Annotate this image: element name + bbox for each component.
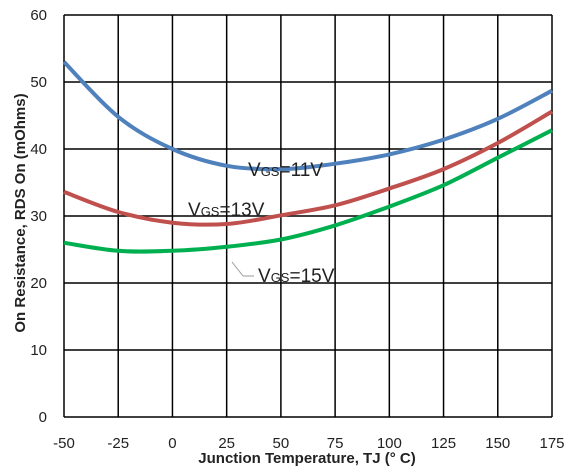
y-tick-label: 10 [30, 342, 47, 359]
y-tick-label: 20 [30, 275, 47, 292]
series-label-vgs-15: VGS=15V [258, 266, 335, 287]
x-tick-label: 150 [485, 435, 510, 452]
series-label-vgs-11: VGS=11V [248, 160, 323, 181]
grid [63, 14, 553, 418]
series-label-vgs-13: VGS=13V [188, 200, 265, 221]
x-tick-label: 25 [218, 435, 235, 452]
x-tick-label: 0 [168, 435, 176, 452]
x-tick-label: 75 [327, 435, 344, 452]
y-tick-label: 60 [30, 7, 47, 24]
x-tick-labels: -50 -25 0 25 50 75 100 125 150 175 [53, 435, 564, 452]
y-tick-label: 50 [30, 74, 47, 91]
x-axis-title: Junction Temperature, TJ (° C) [198, 450, 415, 467]
y-axis-title: On Resistance, RDS On (mOhms) [12, 93, 29, 332]
series-line-2 [63, 109, 554, 227]
y-tick-label: 30 [30, 208, 47, 225]
leader-line-vgs-15 [231, 261, 244, 277]
x-tick-label: 100 [377, 435, 402, 452]
x-tick-label: 125 [431, 435, 456, 452]
series-lines [62, 60, 554, 254]
x-tick-label: 175 [539, 435, 564, 452]
series-line-1 [62, 60, 553, 172]
y-tick-label: 40 [30, 141, 47, 158]
series-line-3 [63, 128, 553, 254]
y-tick-labels: 0 10 20 30 40 50 60 [30, 7, 47, 426]
y-tick-label: 0 [39, 409, 47, 426]
x-tick-label: -25 [107, 435, 129, 452]
x-tick-label: 50 [273, 435, 290, 452]
x-tick-label: -50 [53, 435, 75, 452]
